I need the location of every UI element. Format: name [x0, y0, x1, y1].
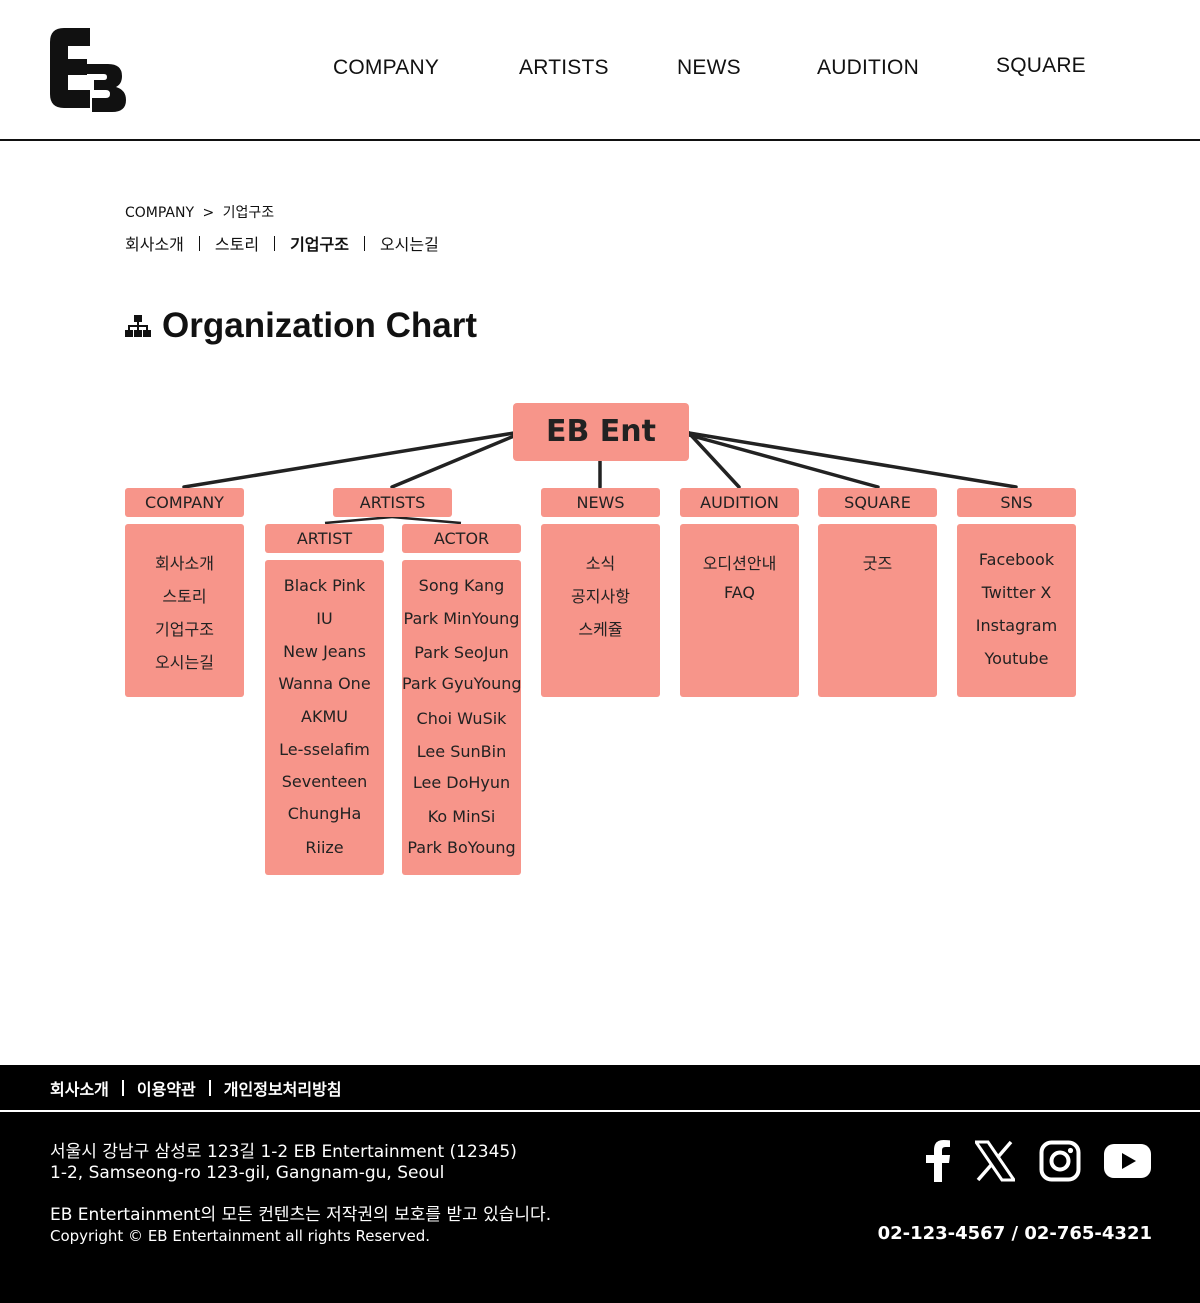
org-node-news: NEWS — [541, 488, 660, 517]
list-item: 스토리 — [162, 587, 207, 606]
footer-link-divider — [121, 1079, 124, 1096]
footer-link-divider — [208, 1079, 211, 1096]
youtube-icon[interactable] — [1104, 1140, 1151, 1182]
org-node-actor: ACTOR — [402, 524, 521, 553]
footer-address-kr: 서울시 강남구 삼성로 123길 1-2 EB Entertainment (1… — [50, 1142, 517, 1162]
eb-logo[interactable] — [50, 28, 126, 112]
list-item: FAQ — [724, 583, 755, 602]
org-list-news: 소식 공지사항 스케쥴 — [541, 524, 660, 697]
org-root-node: EB Ent — [513, 403, 689, 461]
footer-address-en: 1-2, Samseong-ro 123-gil, Gangnam-gu, Se… — [50, 1163, 445, 1183]
list-item: 소식 — [585, 554, 616, 573]
list-item: Twitter X — [981, 583, 1052, 602]
list-item: 오디션안내 — [702, 554, 777, 573]
list-item: 공지사항 — [571, 587, 630, 606]
subnav-about[interactable]: 회사소개 — [125, 235, 184, 254]
list-item: 기업구조 — [155, 620, 214, 639]
list-item: 굿즈 — [862, 554, 893, 573]
main-nav: COMPANY ARTISTS NEWS AUDITION SQUARE — [0, 54, 1200, 86]
breadcrumb-current: 기업구조 — [222, 205, 275, 221]
org-list-square: 굿즈 — [818, 524, 937, 697]
breadcrumb-separator: > — [202, 205, 215, 221]
facebook-icon[interactable] — [924, 1140, 952, 1182]
org-list-audition: 오디션안내 FAQ — [680, 524, 799, 697]
instagram-icon[interactable] — [1039, 1140, 1081, 1182]
list-item: Ko MinSi — [427, 807, 496, 826]
footer-copyright: Copyright © EB Entertainment all rights … — [50, 1227, 431, 1245]
list-item: Song Kang — [418, 576, 505, 595]
list-item: 회사소개 — [155, 554, 214, 573]
list-item: AKMU — [301, 707, 348, 726]
list-item: ChungHa — [287, 804, 362, 823]
org-list-actor: Song Kang Park MinYoung Park SeoJun Park… — [402, 560, 522, 875]
footer-links: 회사소개 이용약관 개인정보처리방침 — [0, 1065, 1200, 1110]
subnav-divider — [274, 235, 276, 251]
org-list-artist: Black Pink IU New Jeans Wanna One AKMU L… — [265, 560, 384, 875]
org-node-company: COMPANY — [125, 488, 244, 517]
list-item: New Jeans — [283, 642, 366, 661]
sitemap-icon — [125, 315, 151, 337]
list-item: Instagram — [975, 616, 1058, 635]
breadcrumb: COMPANY > 기업구조 — [125, 202, 278, 222]
subnav-structure[interactable]: 기업구조 — [290, 235, 349, 254]
x-icon[interactable] — [975, 1140, 1015, 1182]
company-subnav: 회사소개 스토리 기업구조 오시는길 — [125, 232, 439, 254]
org-list-sns: Facebook Twitter X Instagram Youtube — [957, 524, 1076, 697]
list-item: 오시는길 — [155, 653, 214, 672]
list-item: Lee DoHyun — [412, 773, 511, 792]
list-item: Le-sselafim — [279, 740, 370, 759]
nav-news[interactable]: NEWS — [677, 56, 741, 79]
list-item: Youtube — [984, 649, 1049, 668]
footer-link-privacy[interactable]: 개인정보처리방침 — [223, 1079, 342, 1099]
list-item: Black Pink — [283, 576, 366, 595]
site-footer: 서울시 강남구 삼성로 123길 1-2 EB Entertainment (1… — [0, 1112, 1200, 1303]
org-node-square: SQUARE — [818, 488, 937, 517]
list-item: Park MinYoung — [403, 609, 520, 628]
nav-audition[interactable]: AUDITION — [817, 56, 919, 79]
list-item: Park GyuYoung — [402, 674, 522, 693]
breadcrumb-section[interactable]: COMPANY — [125, 205, 195, 221]
nav-company[interactable]: COMPANY — [333, 56, 440, 79]
org-node-sns: SNS — [957, 488, 1076, 517]
list-item: IU — [316, 609, 333, 628]
list-item: Choi WuSik — [416, 709, 507, 728]
list-item: Seventeen — [281, 772, 368, 791]
list-item: Wanna One — [278, 674, 371, 693]
subnav-divider — [198, 235, 200, 251]
org-node-audition: AUDITION — [680, 488, 799, 517]
subnav-story[interactable]: 스토리 — [214, 235, 260, 254]
page-title: Organization Chart — [162, 306, 478, 345]
list-item: 스케쥴 — [578, 620, 623, 639]
nav-square[interactable]: SQUARE — [996, 54, 1086, 77]
list-item: Park BoYoung — [407, 838, 516, 857]
subnav-divider — [363, 235, 365, 251]
list-item: Park SeoJun — [414, 643, 509, 662]
org-node-artist: ARTIST — [265, 524, 384, 553]
list-item: Lee SunBin — [416, 742, 507, 761]
footer-divider — [0, 1110, 1200, 1112]
footer-copyright-note: EB Entertainment의 모든 컨텐츠는 저작권의 보호를 받고 있습… — [50, 1205, 552, 1225]
list-item: Facebook — [978, 550, 1055, 569]
site-header: COMPANY ARTISTS NEWS AUDITION SQUARE — [0, 0, 1200, 141]
footer-link-about[interactable]: 회사소개 — [50, 1079, 109, 1099]
footer-link-terms[interactable]: 이용약관 — [136, 1079, 196, 1099]
subnav-location[interactable]: 오시는길 — [379, 235, 439, 254]
list-item: Riize — [305, 838, 344, 857]
footer-phones: 02-123-4567 / 02-765-4321 — [877, 1223, 1152, 1244]
page-title-row: Organization Chart — [125, 306, 477, 346]
org-node-artists: ARTISTS — [333, 488, 452, 517]
nav-artists[interactable]: ARTISTS — [519, 56, 609, 79]
org-list-company: 회사소개 스토리 기업구조 오시는길 — [125, 524, 244, 697]
